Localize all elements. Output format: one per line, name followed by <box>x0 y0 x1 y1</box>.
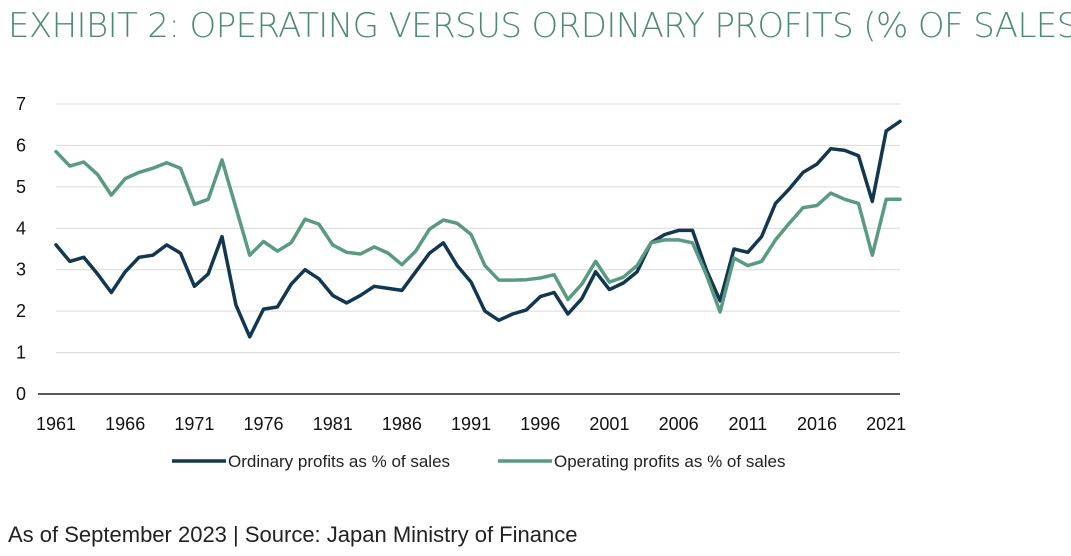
x-tick-label: 1976 <box>244 414 284 434</box>
y-tick-label: 6 <box>16 135 26 155</box>
series-lines <box>54 119 902 339</box>
x-tick-label: 2021 <box>866 414 906 434</box>
x-tick-label: 2011 <box>728 414 767 434</box>
chart-title: EXHIBIT 2: OPERATING VERSUS ORDINARY PRO… <box>8 6 1071 46</box>
x-tick-label: 2016 <box>797 414 837 434</box>
x-tick-label: 1966 <box>105 414 145 434</box>
y-tick-label: 1 <box>16 343 26 363</box>
x-tick-label: 1971 <box>174 414 214 434</box>
y-axis-ticks: 0 1 2 3 4 5 6 7 <box>16 94 26 404</box>
x-tick-label: 1981 <box>313 414 353 434</box>
y-tick-label: 0 <box>16 384 26 404</box>
legend: Ordinary profits as % of sales Operating … <box>172 452 786 471</box>
y-tick-label: 3 <box>16 260 26 280</box>
x-axis: 1961 1966 1971 1976 1981 1986 1991 1996 2001 2006… <box>36 393 906 434</box>
source-note: As of September 2023 | Source: Japan Min… <box>8 522 578 547</box>
x-tick-label: 1986 <box>382 414 422 434</box>
x-tick-label: 2001 <box>589 414 629 434</box>
legend-item-operating: Operating profits as % of sales <box>498 452 786 471</box>
operating-profits-line <box>54 149 902 314</box>
x-tick-label: 2006 <box>659 414 699 434</box>
x-tick-label: 1961 <box>36 414 76 434</box>
legend-item-ordinary: Ordinary profits as % of sales <box>172 452 450 471</box>
ordinary-profits-line <box>54 119 902 339</box>
legend-label: Ordinary profits as % of sales <box>228 452 450 471</box>
y-tick-label: 2 <box>16 301 26 321</box>
y-tick-label: 7 <box>16 94 26 114</box>
y-tick-label: 4 <box>16 218 26 238</box>
x-tick-label: 1991 <box>451 414 491 434</box>
legend-label: Operating profits as % of sales <box>554 452 786 471</box>
y-tick-label: 5 <box>16 177 26 197</box>
gridlines <box>56 103 900 354</box>
x-tick-label: 1996 <box>520 414 560 434</box>
